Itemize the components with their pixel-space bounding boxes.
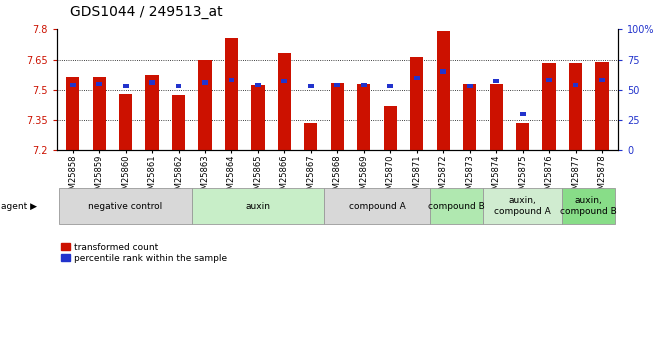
- Bar: [119, 94, 132, 150]
- Bar: [278, 53, 291, 150]
- Bar: [304, 123, 317, 150]
- Bar: [410, 58, 424, 150]
- Bar: [595, 62, 609, 150]
- Bar: [255, 83, 261, 87]
- FancyBboxPatch shape: [562, 188, 615, 224]
- Bar: [490, 84, 503, 150]
- Bar: [123, 84, 128, 88]
- Bar: [96, 81, 102, 86]
- Bar: [467, 84, 472, 88]
- Bar: [146, 75, 159, 150]
- Text: auxin,
compound A: auxin, compound A: [494, 196, 551, 216]
- FancyBboxPatch shape: [59, 188, 192, 224]
- Bar: [516, 123, 529, 150]
- Bar: [383, 106, 397, 150]
- Bar: [572, 83, 578, 87]
- Bar: [546, 78, 552, 82]
- Bar: [387, 84, 393, 88]
- Bar: [331, 83, 344, 150]
- Bar: [414, 76, 420, 80]
- Text: compound B: compound B: [428, 201, 485, 211]
- Text: negative control: negative control: [88, 201, 163, 211]
- Bar: [308, 84, 314, 88]
- Text: GDS1044 / 249513_at: GDS1044 / 249513_at: [70, 5, 222, 19]
- Bar: [198, 59, 212, 150]
- Bar: [437, 31, 450, 150]
- Bar: [281, 79, 287, 83]
- Bar: [361, 83, 367, 87]
- Bar: [599, 78, 605, 82]
- Bar: [569, 62, 582, 150]
- Bar: [172, 95, 185, 150]
- Bar: [66, 77, 79, 150]
- Legend: transformed count, percentile rank within the sample: transformed count, percentile rank withi…: [61, 243, 227, 263]
- Bar: [228, 78, 234, 82]
- FancyBboxPatch shape: [430, 188, 483, 224]
- Bar: [493, 79, 499, 83]
- Text: compound A: compound A: [349, 201, 405, 211]
- Bar: [202, 80, 208, 85]
- Text: auxin,
compound B: auxin, compound B: [560, 196, 617, 216]
- Bar: [251, 85, 265, 150]
- Bar: [440, 69, 446, 74]
- Bar: [463, 83, 476, 150]
- Text: agent ▶: agent ▶: [1, 201, 37, 211]
- FancyBboxPatch shape: [483, 188, 562, 224]
- Bar: [69, 83, 75, 87]
- Bar: [357, 83, 371, 150]
- Bar: [176, 84, 182, 88]
- Bar: [335, 83, 340, 87]
- Bar: [92, 77, 106, 150]
- Bar: [149, 80, 155, 85]
- Text: auxin: auxin: [245, 201, 271, 211]
- Bar: [542, 62, 556, 150]
- Bar: [225, 38, 238, 150]
- FancyBboxPatch shape: [324, 188, 430, 224]
- FancyBboxPatch shape: [192, 188, 324, 224]
- Bar: [520, 112, 526, 116]
